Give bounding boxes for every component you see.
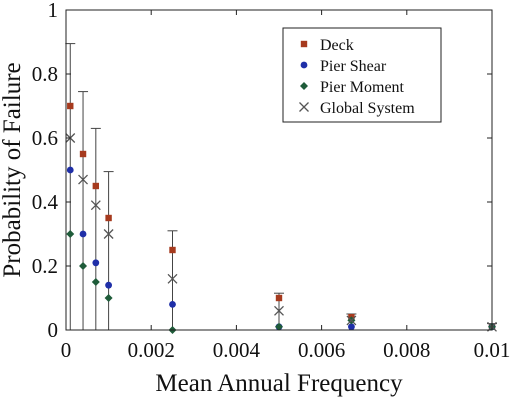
x-tick-label: 0.004 — [213, 338, 261, 362]
data-point-pier-shear — [348, 323, 355, 331]
data-point-pier-moment — [66, 230, 75, 238]
data-point-deck — [79, 150, 87, 158]
data-point-deck — [92, 182, 100, 190]
y-tick-labels: 0 0.2 0.4 0.6 0.8 1 — [32, 0, 59, 342]
legend-symbol — [300, 61, 308, 69]
legend-marker-global-system — [299, 102, 309, 112]
y-tick-label: 0 — [48, 318, 59, 342]
data-point-pier-moment — [275, 322, 283, 331]
legend-label-deck: Deck — [320, 37, 354, 54]
data-point-pier-shear — [169, 301, 176, 308]
data-point-pier-shear — [105, 281, 112, 289]
data-point-pier-moment — [91, 278, 100, 286]
data-point-deck — [105, 214, 112, 222]
data-point-global-system — [274, 305, 284, 316]
legend-marker-pier-shear — [300, 61, 308, 69]
y-axis-label: Probability of Failure — [0, 62, 26, 277]
legend-label-global-system: Global System — [320, 100, 415, 117]
data-point-pier-shear — [79, 230, 87, 238]
y-tick-label: 0.4 — [32, 190, 59, 214]
y-tick-label: 1 — [48, 0, 59, 22]
x-tick-label: 0.002 — [128, 338, 175, 362]
data-point-deck — [67, 102, 74, 110]
x-tick-label: 0.01 — [474, 338, 510, 362]
x-tick-label: 0.006 — [298, 338, 345, 362]
axis-ticks — [65, 9, 493, 331]
data-point-deck — [275, 294, 283, 302]
data-point-global-system — [167, 273, 178, 284]
legend-box — [282, 27, 442, 123]
data-point-global-system — [90, 200, 101, 211]
data-point-global-system — [346, 315, 357, 326]
x-tick-label: 0.008 — [383, 338, 430, 362]
y-tick-label: 0.6 — [32, 126, 58, 150]
legend-marker-pier-moment — [300, 82, 308, 90]
x-tick-label: 0 — [61, 338, 72, 362]
y-tick-label: 0.8 — [32, 62, 58, 86]
y-tick-label: 0.2 — [32, 254, 58, 278]
x-tick-labels: 0 0.002 0.004 0.006 0.008 0.01 — [61, 338, 510, 362]
data-point-global-system — [78, 174, 88, 185]
legend-label-pier-moment: Pier Moment — [320, 79, 405, 96]
data-point-pier-shear — [92, 259, 100, 267]
plot-frame — [65, 9, 493, 331]
data-point-pier-moment — [79, 262, 88, 270]
data-point-global-system — [103, 229, 114, 239]
data-point-pier-shear — [66, 166, 74, 174]
legend-symbol — [300, 40, 308, 48]
legend-label-pier-shear: Pier Shear — [320, 58, 387, 75]
x-axis-label: Mean Annual Frequency — [155, 370, 403, 397]
legend-symbol — [299, 102, 309, 112]
legend: Deck Pier Shear Pier Moment Global Syste… — [282, 27, 442, 123]
data-point-pier-moment — [104, 294, 113, 302]
legend-symbol — [300, 82, 308, 90]
legend-marker-deck — [300, 40, 308, 48]
data-point-deck — [169, 246, 176, 254]
